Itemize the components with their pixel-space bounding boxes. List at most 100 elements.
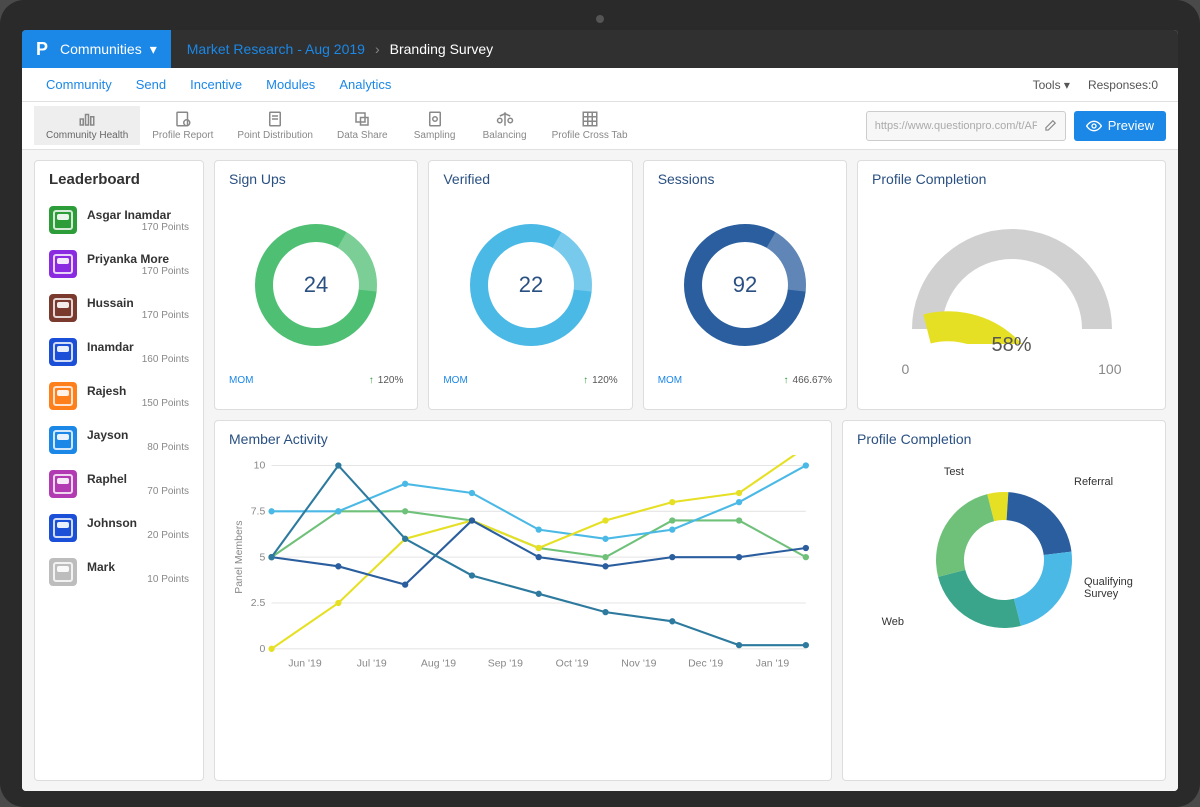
avatar — [49, 470, 77, 498]
tab-incentive[interactable]: Incentive — [178, 77, 254, 92]
gauge-min: 0 — [902, 361, 910, 377]
leaderboard-name: Johnson — [87, 516, 189, 530]
tab-modules[interactable]: Modules — [254, 77, 327, 92]
svg-text:Test: Test — [944, 466, 964, 478]
svg-text:Oct '19: Oct '19 — [556, 659, 589, 670]
svg-text:Jul '19: Jul '19 — [357, 659, 387, 670]
leaderboard-points: 160 Points — [87, 354, 189, 365]
leaderboard-item[interactable]: Jayson 80 Points — [49, 418, 189, 462]
tool-balancing[interactable]: Balancing — [470, 106, 540, 145]
leaderboard-name: Jayson — [87, 428, 189, 442]
svg-text:Qualifying: Qualifying — [1084, 576, 1133, 588]
verified-ring: 22 — [461, 215, 601, 355]
donut-title: Profile Completion — [857, 431, 1151, 447]
leaderboard-points: 170 Points — [87, 266, 189, 277]
topbar: P Communities ▾ Market Research - Aug 20… — [22, 30, 1178, 68]
survey-url-field[interactable]: https://www.questionpro.com/t/APNIFZ — [866, 111, 1066, 141]
svg-text:10: 10 — [254, 461, 266, 472]
verified-card: Verified 22 MOM ↑120% — [428, 160, 632, 410]
leaderboard-points: 150 Points — [87, 398, 189, 409]
breadcrumb-parent[interactable]: Market Research - Aug 2019 — [187, 41, 365, 57]
svg-text:Panel Members: Panel Members — [234, 520, 245, 593]
tools-menu[interactable]: Tools ▾ — [1023, 78, 1080, 92]
tool-data-share[interactable]: Data Share — [325, 106, 400, 145]
avatar — [49, 294, 77, 322]
profile-completion-title: Profile Completion — [872, 171, 1151, 187]
svg-text:2.5: 2.5 — [251, 598, 266, 609]
tool-sampling[interactable]: Sampling — [400, 106, 470, 145]
leaderboard-name: Hussain — [87, 296, 189, 310]
leaderboard-item[interactable]: Asgar Inamdar 170 Points — [49, 198, 189, 242]
mom-label[interactable]: MOM — [229, 375, 253, 386]
avatar — [49, 558, 77, 586]
sign-ups-change: ↑120% — [369, 375, 404, 386]
breadcrumb-current: Branding Survey — [390, 41, 494, 57]
edit-icon[interactable] — [1043, 119, 1057, 133]
leaderboard-name: Priyanka More — [87, 252, 189, 266]
svg-text:Sep '19: Sep '19 — [488, 659, 523, 670]
mom-label[interactable]: MOM — [658, 375, 682, 386]
tab-analytics[interactable]: Analytics — [327, 77, 403, 92]
svg-text:Referral: Referral — [1074, 476, 1113, 488]
svg-text:Web: Web — [882, 616, 904, 628]
avatar — [49, 382, 77, 410]
leaderboard-name: Rajesh — [87, 384, 189, 398]
leaderboard-item[interactable]: Hussain 170 Points — [49, 286, 189, 330]
sampling-icon — [426, 110, 444, 128]
communities-label: Communities — [60, 41, 142, 57]
preview-button[interactable]: Preview — [1074, 111, 1166, 141]
svg-text:Aug '19: Aug '19 — [421, 659, 456, 670]
balance-icon — [496, 110, 514, 128]
breadcrumb: Market Research - Aug 2019 › Branding Su… — [171, 30, 509, 68]
profile-completion-gauge-card: Profile Completion 58% 0 100 — [857, 160, 1166, 410]
leaderboard-item[interactable]: Johnson 20 Points — [49, 506, 189, 550]
leaderboard-points: 170 Points — [87, 222, 189, 233]
leaderboard-panel: Leaderboard Asgar Inamdar 170 Points Pri… — [34, 160, 204, 781]
leaderboard-item[interactable]: Raphel 70 Points — [49, 462, 189, 506]
leaderboard-points: 80 Points — [87, 442, 189, 453]
leaderboard-points: 10 Points — [87, 574, 189, 585]
leaderboard-name: Raphel — [87, 472, 189, 486]
svg-text:Survey: Survey — [1084, 588, 1119, 600]
arrow-up-icon: ↑ — [583, 375, 588, 386]
leaderboard-item[interactable]: Rajesh 150 Points — [49, 374, 189, 418]
avatar — [49, 426, 77, 454]
avatar — [49, 250, 77, 278]
mom-label[interactable]: MOM — [443, 375, 467, 386]
svg-text:Jun '19: Jun '19 — [288, 659, 322, 670]
leaderboard-name: Mark — [87, 560, 189, 574]
distribution-icon — [266, 110, 284, 128]
leaderboard-points: 70 Points — [87, 486, 189, 497]
tool-community-health[interactable]: Community Health — [34, 106, 140, 145]
caret-down-icon: ▾ — [150, 41, 157, 58]
tab-send[interactable]: Send — [124, 77, 178, 92]
svg-text:Jan '19: Jan '19 — [756, 659, 790, 670]
sessions-card: Sessions 92 MOM ↑466.67% — [643, 160, 847, 410]
completion-donut: Test Referral QualifyingSurvey Web — [864, 455, 1144, 655]
communities-menu[interactable]: P Communities ▾ — [22, 30, 171, 68]
svg-text:22: 22 — [518, 272, 542, 297]
leaderboard-points: 170 Points — [87, 310, 189, 321]
tool-profile-cross-tab[interactable]: Profile Cross Tab — [540, 106, 640, 145]
tabbar: Community Send Incentive Modules Analyti… — [22, 68, 1178, 102]
svg-text:5: 5 — [259, 552, 265, 563]
sign-ups-title: Sign Ups — [229, 171, 403, 187]
leaderboard-item[interactable]: Priyanka More 170 Points — [49, 242, 189, 286]
chevron-right-icon: › — [375, 41, 380, 57]
svg-text:7.5: 7.5 — [251, 506, 266, 517]
sign-ups-ring: 24 — [246, 215, 386, 355]
gauge-percent: 58% — [991, 334, 1031, 357]
tool-point-distribution[interactable]: Point Distribution — [225, 106, 325, 145]
leaderboard-name: Inamdar — [87, 340, 189, 354]
leaderboard-item[interactable]: Mark 10 Points — [49, 550, 189, 594]
tab-community[interactable]: Community — [34, 77, 124, 92]
completion-gauge — [892, 214, 1132, 344]
arrow-up-icon: ↑ — [784, 375, 789, 386]
tool-profile-report[interactable]: Profile Report — [140, 106, 225, 145]
leaderboard-item[interactable]: Inamdar 160 Points — [49, 330, 189, 374]
leaderboard-title: Leaderboard — [49, 171, 189, 188]
arrow-up-icon: ↑ — [369, 375, 374, 386]
gauge-max: 100 — [1098, 361, 1121, 377]
sign-ups-card: Sign Ups 24 MOM ↑120% — [214, 160, 418, 410]
verified-title: Verified — [443, 171, 617, 187]
